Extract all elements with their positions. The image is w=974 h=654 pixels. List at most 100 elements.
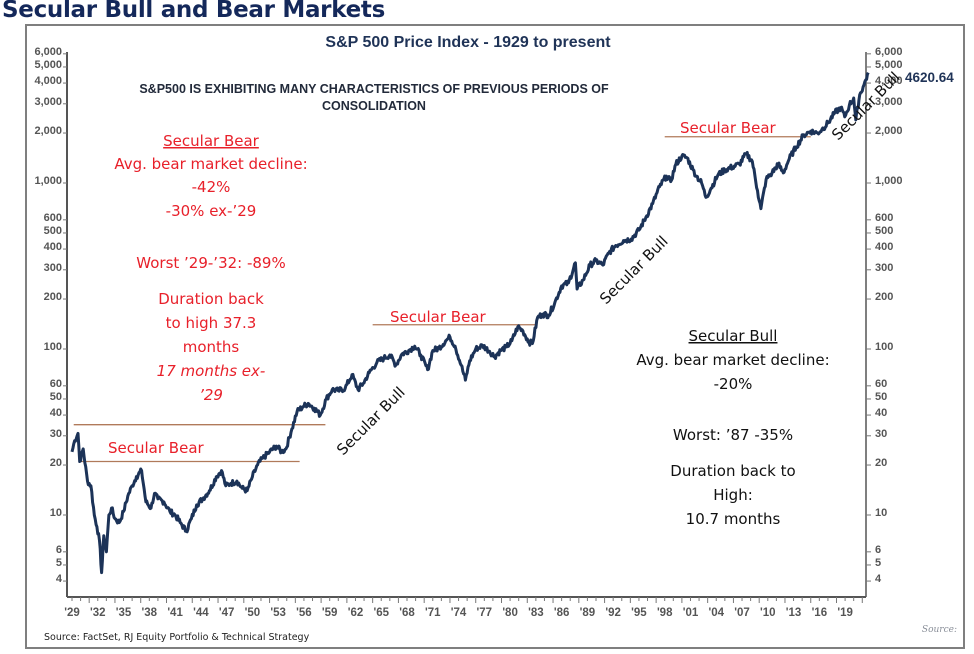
secular-bear-label: Secular Bear (680, 119, 777, 137)
y-tick-label-left: 30 (50, 428, 62, 440)
x-tick-label: '65 (373, 607, 389, 619)
x-tick-label: '86 (554, 607, 570, 619)
secular-bear-label: Secular Bear (390, 308, 487, 326)
chart-subtitle-line-2: CONSOLIDATION (322, 99, 426, 113)
x-tick-label: '44 (193, 607, 209, 619)
bull-stats-annotation: Secular Bull Avg. bear market decline: -… (636, 327, 829, 528)
source-note-right: Source: (922, 625, 957, 635)
x-tick-label: '10 (760, 607, 776, 619)
y-tick-label-left: 20 (50, 457, 62, 469)
bear-stats-line: -42% (192, 178, 231, 196)
bear-stats-line: -30% ex-’29 (166, 202, 257, 220)
source-note: Source: FactSet, RJ Equity Portfolio & T… (44, 632, 310, 643)
x-tick-label: '32 (90, 607, 106, 619)
last-value-label: 4620.64 (905, 70, 954, 85)
x-tick-label: '16 (812, 607, 828, 619)
bull-stats-line: 10.7 months (686, 510, 781, 528)
y-tick-label-left: 50 (50, 391, 62, 403)
y-tick-label-left: 400 (44, 241, 62, 253)
bull-stats-line: Worst: ’87 -35% (673, 426, 793, 444)
y-tick-label-right: 1,000 (875, 175, 903, 187)
secular-bull-label: Secular Bull (333, 383, 409, 459)
y-tick-label-right: 40 (875, 407, 887, 419)
x-tick-label: '62 (348, 607, 364, 619)
y-tick-label-right: 300 (875, 262, 893, 274)
chart-subtitle-line-1: S&P500 IS EXHIBITING MANY CHARACTERISTIC… (139, 82, 609, 96)
y-tick-label-left: 300 (44, 262, 62, 274)
x-tick-label: '01 (683, 607, 699, 619)
y-tick-label-right: 60 (875, 378, 887, 390)
y-tick-label-left: 6,000 (34, 46, 62, 58)
bear-stats-heading: Secular Bear (163, 132, 260, 150)
bull-stats-heading: Secular Bull (689, 327, 778, 345)
page-title: Secular Bull and Bear Markets (2, 0, 385, 23)
y-tick-label-right: 20 (875, 457, 887, 469)
y-tick-label-right: 600 (875, 212, 893, 224)
x-tick-label: '98 (657, 607, 673, 619)
y-tick-label-left: 5 (56, 557, 62, 569)
y-tick-label-right: 500 (875, 225, 893, 237)
x-tick-label: '95 (631, 607, 647, 619)
bear-stats-line: to high 37.3 (166, 314, 257, 332)
x-tick-label: '74 (451, 607, 467, 619)
bull-stats-line: Duration back to (670, 462, 795, 480)
bull-stats-line: Avg. bear market decline: (636, 351, 829, 369)
secular-bull-label: Secular Bull (596, 232, 672, 308)
y-tick-label-right: 200 (875, 291, 893, 303)
y-tick-label-right: 400 (875, 241, 893, 253)
y-tick-label-right: 2,000 (875, 125, 903, 137)
bull-stats-line: High: (713, 486, 753, 504)
y-tick-label-right: 6 (875, 544, 881, 556)
y-tick-label-left: 60 (50, 378, 62, 390)
y-tick-label-left: 600 (44, 212, 62, 224)
y-tick-label-right: 5 (875, 557, 881, 569)
bull-stats-line: -20% (714, 375, 753, 393)
x-tick-label: '53 (270, 607, 286, 619)
x-tick-label: '29 (64, 607, 80, 619)
regime-bands: Secular Bear Secular Bear Secular Bear (73, 119, 811, 467)
bear-stats-line: Duration back (158, 290, 264, 308)
x-tick-label: '59 (322, 607, 338, 619)
y-tick-label-right: 4 (875, 573, 882, 585)
y-tick-label-right: 3,000 (875, 96, 903, 108)
chart-title: S&P 500 Price Index - 1929 to present (325, 34, 611, 51)
secular-bear-label: Secular Bear (108, 439, 205, 457)
y-tick-label-left: 4,000 (34, 75, 62, 87)
y-tick-label-left: 5,000 (34, 59, 62, 71)
y-tick-label-left: 40 (50, 407, 62, 419)
y-tick-label-right: 5,000 (875, 59, 903, 71)
x-tick-label: '83 (528, 607, 544, 619)
y-tick-label-left: 4 (56, 573, 63, 585)
x-tick-label: '71 (425, 607, 441, 619)
x-tick-label: '04 (708, 607, 724, 619)
x-tick-label: '07 (734, 607, 750, 619)
series-line-sp500 (70, 71, 870, 575)
y-tick-label-right: 6,000 (875, 46, 903, 58)
x-tick-label: '92 (605, 607, 621, 619)
y-tick-label-right: 100 (875, 341, 893, 353)
series-sp500 (70, 71, 870, 575)
y-tick-label-right: 4,000 (875, 75, 903, 87)
x-tick-label: '13 (786, 607, 802, 619)
y-tick-label-left: 1,000 (34, 175, 62, 187)
x-tick-label: '47 (219, 607, 235, 619)
x-tick-label: '68 (399, 607, 415, 619)
y-tick-label-left: 2,000 (34, 125, 62, 137)
bear-stats-italic-line: 17 months ex- (157, 362, 266, 380)
bear-stats-line: Worst ’29-’32: -89% (136, 254, 285, 272)
x-tick-label: '89 (580, 607, 596, 619)
y-tick-label-left: 6 (56, 544, 62, 556)
x-tick-label: '41 (167, 607, 183, 619)
y-tick-label-left: 200 (44, 291, 62, 303)
bear-stats-line: months (183, 338, 240, 356)
x-tick-label: '38 (142, 607, 158, 619)
x-tick-label: '19 (837, 607, 853, 619)
y-tick-label-right: 30 (875, 428, 887, 440)
y-tick-label-left: 100 (44, 341, 62, 353)
y-tick-label-left: 10 (50, 507, 62, 519)
y-tick-label-left: 3,000 (34, 96, 62, 108)
x-tick-label: '50 (245, 607, 261, 619)
y-tick-label-right: 10 (875, 507, 887, 519)
